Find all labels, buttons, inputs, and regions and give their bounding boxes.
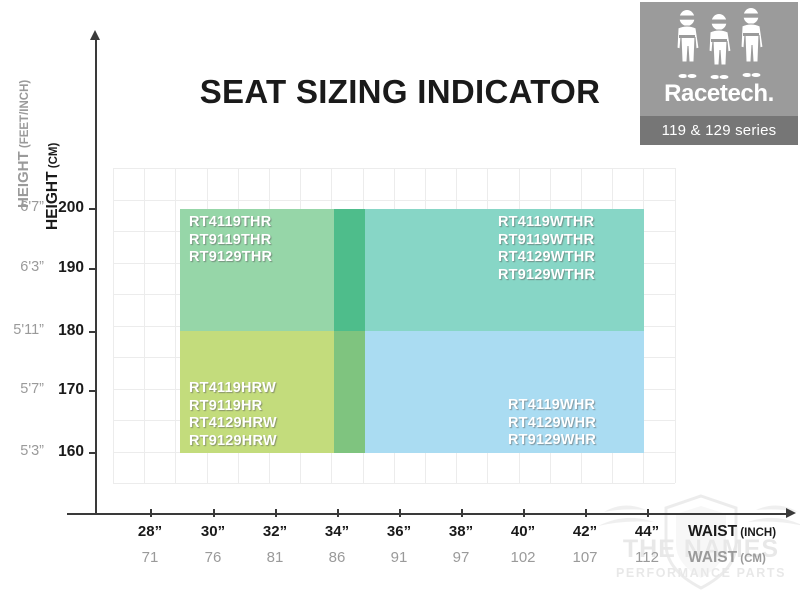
x-tick-mark [275, 509, 277, 517]
x-tick-label-cm: 102 [510, 549, 536, 566]
size-block-short-narrow[interactable] [180, 331, 336, 453]
racing-drivers-icon [640, 6, 798, 80]
x-axis-arrow [786, 508, 796, 518]
y-tick-label-feet: 5'3” [20, 443, 44, 459]
gridline-horizontal [113, 483, 675, 484]
gridline-vertical [674, 168, 676, 483]
x-tick-label-cm: 81 [266, 549, 284, 566]
x-tick-mark [213, 509, 215, 517]
series-badge: 119 & 129 series [640, 116, 798, 145]
x-axis-line [67, 513, 790, 515]
x-tick-label-cm: 91 [390, 549, 408, 566]
model-code: RT9129WTHR [498, 266, 596, 283]
x-axis-title-cm-main: WAIST [688, 549, 738, 566]
y-tick-label-feet: 5'11” [13, 322, 44, 338]
y-tick-mark [89, 208, 97, 210]
page-title: SEAT SIZING INDICATOR [199, 73, 601, 110]
chart-plot-area: RT4119THR RT9119THR RT9129THR RT4119WTHR RT9… [113, 168, 676, 484]
model-code: RT9119WTHR [498, 231, 595, 248]
model-code: RT4129WTHR [498, 249, 596, 265]
size-block-short-overlap[interactable] [334, 331, 365, 453]
y-axis-arrow [90, 30, 100, 40]
y-axis-title-cm-main: HEIGHT [44, 171, 61, 230]
y-axis-title-ft-unit: (FEET/INCH) [19, 79, 31, 152]
size-block-tall-overlap[interactable] [334, 209, 365, 331]
x-tick-label-inch: 36” [386, 523, 412, 540]
y-tick-mark [89, 331, 97, 333]
y-tick-label-feet: 6'3” [20, 259, 44, 275]
model-code: RT4119WHR [508, 397, 596, 413]
model-code: RT9129HRW [189, 432, 277, 449]
y-tick-mark [89, 452, 97, 454]
x-tick-label-cm: 86 [328, 549, 346, 566]
x-axis-title-cm: WAIST (CM) [688, 549, 766, 567]
model-code: RT9119THR [189, 231, 272, 248]
y-tick-mark [89, 390, 97, 392]
x-axis-title-inch: WAIST (INCH) [688, 523, 776, 541]
watermark-tagline: PERFORMANCE PARTS [615, 566, 787, 580]
y-axis-line [95, 36, 97, 514]
y-axis-title-feet: HEIGHT (FEET/INCH) [15, 18, 32, 208]
x-axis-title-inch-main: WAIST [688, 523, 738, 540]
x-tick-label-inch: 32” [262, 523, 288, 540]
watermark: THE NAMES PERFORMANCE PARTS [596, 492, 800, 600]
y-axis-title-cm-unit: (CM) [48, 142, 60, 172]
x-axis-title-inch-unit: (INCH) [737, 527, 777, 539]
x-tick-label-cm: 97 [452, 549, 470, 566]
model-code: RT4129HRW [189, 415, 277, 431]
y-axis-title-ft-main: HEIGHT [15, 151, 32, 208]
x-tick-label-inch: 34” [324, 523, 350, 540]
model-code: RT4129WHR [508, 414, 597, 431]
size-block-short-wide[interactable] [334, 331, 644, 453]
cell-label-group-tall-narrow-labels: RT4119THR RT9119THR RT9129THR [189, 214, 272, 267]
x-tick-mark [523, 509, 525, 517]
x-tick-mark [461, 509, 463, 517]
model-code: RT4119HRW [189, 380, 276, 396]
x-tick-label-cm: 76 [204, 549, 222, 566]
size-block-tall-wide[interactable] [334, 209, 644, 331]
y-tick-label-feet: 6'7” [20, 199, 44, 215]
y-tick-label-feet: 5'7” [20, 381, 44, 397]
model-code: RT4119THR [189, 214, 272, 230]
y-tick-label-cm: 160 [58, 443, 84, 460]
y-tick-label-cm: 170 [58, 381, 84, 398]
size-block-tall-narrow[interactable] [180, 209, 336, 331]
model-code: RT9119HR [189, 397, 263, 414]
gridline-horizontal [113, 168, 675, 169]
y-tick-mark [89, 268, 97, 270]
cell-label-group-short-wide-labels: RT4119WHR RT4129WHR RT9129WHR [508, 397, 596, 450]
brand-logo: Racetech. 119 & 129 series [640, 2, 798, 145]
cell-label-group-tall-wide-labels: RT4119WTHR RT9119WTHR RT4129WTHR RT9129WTHR [498, 214, 595, 284]
x-tick-label-cm: 107 [572, 549, 598, 566]
x-tick-label-inch: 30” [200, 523, 226, 540]
x-axis-title-cm-unit: (CM) [737, 553, 766, 565]
brand-wordmark: Racetech. [664, 80, 774, 107]
y-tick-label-cm: 200 [58, 199, 84, 216]
model-code: RT4119WTHR [498, 214, 595, 230]
x-tick-mark [150, 509, 152, 517]
y-tick-label-cm: 180 [58, 322, 84, 339]
model-code: RT9129WHR [508, 432, 597, 448]
x-tick-mark [337, 509, 339, 517]
cell-label-group-short-narrow-labels: RT4119HRW RT9119HR RT4129HRW RT9129HRW [189, 380, 277, 450]
x-tick-label-inch: 44” [634, 523, 660, 540]
x-tick-mark [647, 509, 649, 517]
y-axis-title-cm: HEIGHT (CM) [44, 60, 62, 230]
x-tick-label-cm: 112 [635, 549, 659, 566]
x-tick-label-inch: 28” [137, 523, 163, 540]
model-code: RT9129THR [189, 249, 273, 265]
x-tick-label-cm: 71 [141, 549, 159, 566]
y-tick-label-cm: 190 [58, 259, 84, 276]
x-tick-label-inch: 40” [510, 523, 536, 540]
gridline-horizontal [113, 199, 675, 201]
x-tick-mark [585, 509, 587, 517]
x-tick-mark [399, 509, 401, 517]
x-tick-label-inch: 42” [572, 523, 598, 540]
x-tick-label-inch: 38” [448, 523, 474, 540]
